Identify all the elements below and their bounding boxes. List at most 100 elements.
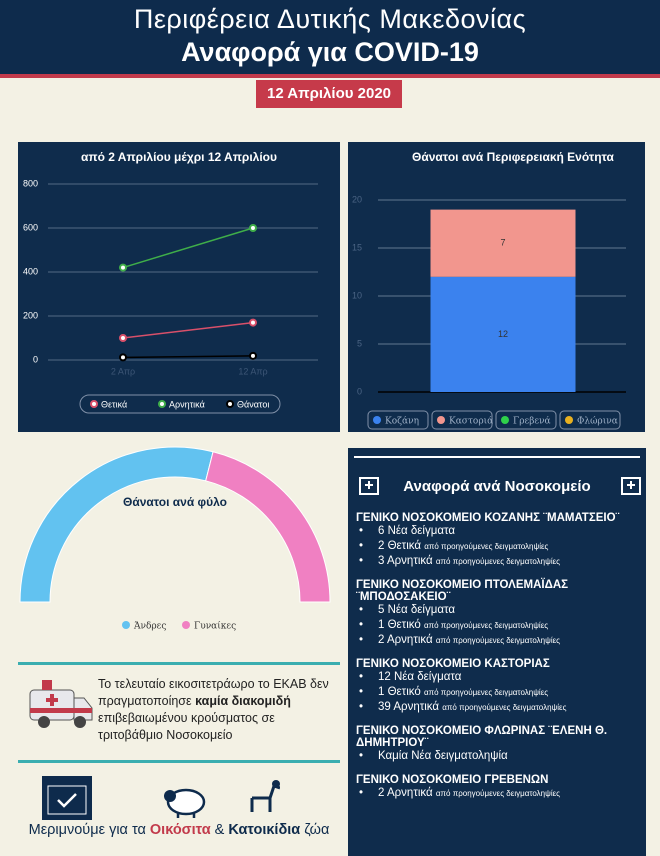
gauge-segment [19, 446, 214, 603]
series-line [122, 227, 254, 269]
bar-segment [430, 276, 576, 392]
ambulance-icon [29, 680, 93, 728]
legend-label: Γυναίκες [194, 621, 236, 632]
item-main: 1 Θετικό [378, 619, 421, 631]
footer-text: ζώα [304, 822, 330, 838]
hospital-name: ΓΕΝΙΚΟ ΝΟΣΟΚΟΜΕΙΟ ΚΟΖΑΝΗΣ ¨ΜΑΜΑΤΣΕΙΟ¨ [356, 512, 620, 524]
data-label: 7 [500, 238, 505, 248]
item-main: 2 Θετικά [378, 540, 422, 552]
chart-title: Θάνατοι ανά φύλο [123, 495, 227, 509]
notice-text: Το τελευταίο εικοσιτετράωρο το ΕΚΑΒ δεν … [98, 677, 329, 708]
hospital-item: 2 Θετικά από προηγούμενες δειγματοληψίες [356, 539, 644, 554]
legend-marker [373, 416, 381, 424]
hospital-icon [359, 477, 379, 495]
hospital-list: ΓΕΝΙΚΟ ΝΟΣΟΚΟΜΕΙΟ ΚΟΖΑΝΗΣ ¨ΜΑΜΑΤΣΕΙΟ¨6 Ν… [356, 512, 644, 801]
legend-label: Θάνατοι [237, 399, 269, 409]
hospital-name: ΓΕΝΙΚΟ ΝΟΣΟΚΟΜΕΙΟ ΠΤΟΛΕΜΑΪΔΑΣ ¨ΜΠΟΔΟΣΑΚΕ… [356, 579, 569, 603]
item-main: 12 Νέα δείγματα [378, 671, 462, 683]
chart-title: Θάνατοι ανά Περιφερειακή Ενότητα [412, 150, 615, 164]
y-tick-label: 0 [33, 354, 38, 364]
hospital-item: 6 Νέα δείγματα [356, 524, 644, 539]
legend-label: Γρεβενά [513, 416, 551, 427]
point [119, 334, 127, 342]
legend-marker [122, 621, 130, 629]
gauge-segment [205, 451, 331, 603]
legend-box [79, 394, 281, 414]
hospital-item: Καμία Νέα δειγματοληψία [356, 749, 644, 764]
y-tick-label: 0 [357, 386, 362, 396]
bar-segment [430, 209, 576, 277]
hospital-icon [621, 477, 641, 495]
hospital-item: 1 Θετικό από προηγούμενες δειγματοληψίες [356, 685, 644, 700]
item-note: από προηγούμενες δειγματοληψίες [423, 621, 549, 630]
notice-text: επιβεβαιωμένου κρούσματος σε τριτοβάθμιο… [98, 711, 275, 742]
point [119, 263, 127, 272]
item-main: 2 Αρνητικά [378, 787, 433, 799]
report-title: Αναφορά για COVID-19 [181, 37, 479, 67]
hospital-name: ΓΕΝΙΚΟ ΝΟΣΟΚΟΜΕΙΟ ΓΡΕΒΕΝΩΝ [356, 774, 549, 786]
item-main: 3 Αρνητικά [378, 555, 433, 567]
legend-marker [158, 400, 166, 408]
series-line [122, 321, 254, 339]
hospital-report-title: Αναφορά ανά Νοσοκομείο [403, 478, 591, 495]
hospital-name: ΓΕΝΙΚΟ ΝΟΣΟΚΟΜΕΙΟ ΦΛΩΡΙΝΑΣ ¨ΕΛΕΝΗ Θ. ΔΗΜ… [356, 725, 608, 749]
legend-label: Αρνητικά [169, 399, 205, 409]
item-note: από προηγούμενες δειγματοληψίες [435, 557, 561, 566]
x-tick-label: 2 Απρ [111, 366, 135, 376]
item-note: από προηγούμενες δειγματοληψίες [435, 789, 561, 798]
y-tick-label: 15 [352, 242, 362, 252]
chart-title: από 2 Απριλίου μέχρι 12 Απριλίου [81, 150, 277, 164]
legend-label: Κοζάνη [385, 416, 419, 427]
hospital-item: 2 Αρνητικά από προηγούμενες δειγματοληψί… [356, 633, 644, 648]
date-ribbon: 12 Απριλίου 2020 [256, 80, 402, 108]
region-title: Περιφέρεια Δυτικής Μακεδονίας [133, 4, 527, 34]
data-label: 12 [498, 329, 508, 339]
item-main: 1 Θετικό [378, 686, 421, 698]
divider [354, 456, 640, 458]
footer-text: & [214, 822, 225, 838]
point [249, 318, 257, 327]
legend-label: Καστοριά [449, 416, 493, 427]
legend-marker [226, 400, 234, 408]
legend-label: Θετικά [101, 399, 127, 409]
footer-emphasis: Κατοικίδια [228, 822, 301, 838]
item-main: 2 Αρνητικά [378, 634, 433, 646]
hospital-item: 3 Αρνητικά από προηγούμενες δειγματοληψί… [356, 554, 644, 569]
item-note: από προηγούμενες δειγματοληψίες [435, 636, 561, 645]
hospital-name: ΓΕΝΙΚΟ ΝΟΣΟΚΟΜΕΙΟ ΚΑΣΤΟΡΙΑΣ [356, 658, 550, 670]
footer-text: Μεριμνούμε για τα [28, 822, 146, 838]
series-line [122, 355, 254, 359]
item-main: Καμία Νέα δειγματοληψία [378, 750, 508, 762]
y-tick-label: 20 [352, 194, 362, 204]
item-note: από προηγούμενες δειγματοληψίες [442, 703, 567, 712]
y-tick-label: 600 [23, 222, 38, 232]
notice-emphasis: καμία διακομιδή [195, 694, 291, 708]
y-tick-label: 200 [23, 310, 38, 320]
legend-label: Φλώρινα [577, 416, 618, 427]
item-note: από προηγούμενες δειγματοληψίες [423, 688, 549, 697]
hospital-item: 39 Αρνητικά από προηγούμενες δειγματοληψ… [356, 700, 644, 715]
y-tick-label: 5 [357, 338, 362, 348]
ekab-notice: Το τελευταίο εικοσιτετράωρο το ΕΚΑΒ δεν … [98, 676, 338, 744]
footer-emphasis: Οικόσιτα [149, 822, 211, 838]
y-tick-label: 10 [352, 290, 362, 300]
gauge-chart: Θάνατοι ανά φύλο Άνδρες Γυναίκες [19, 446, 331, 632]
legend-marker [565, 416, 573, 424]
legend-marker [90, 400, 98, 408]
y-tick-label: 800 [23, 178, 38, 188]
hospital-item: 5 Νέα δείγματα [356, 603, 644, 618]
hospital-item: 1 Θετικό από προηγούμενες δειγματοληψίες [356, 618, 644, 633]
legend-box [495, 410, 557, 430]
bar-chart: Θάνατοι ανά Περιφερειακή Ενότητα 0 5 10 15 20… [348, 142, 645, 432]
point [249, 351, 257, 360]
legend-box [431, 410, 493, 430]
legend-marker [437, 416, 445, 424]
legend-box [559, 410, 621, 430]
point [249, 224, 257, 232]
y-tick-label: 400 [23, 266, 38, 276]
point [119, 353, 127, 362]
item-main: 6 Νέα δείγματα [378, 525, 456, 537]
item-note: από προηγούμενες δειγματοληψίες [424, 542, 549, 551]
animal-icons [42, 776, 280, 820]
